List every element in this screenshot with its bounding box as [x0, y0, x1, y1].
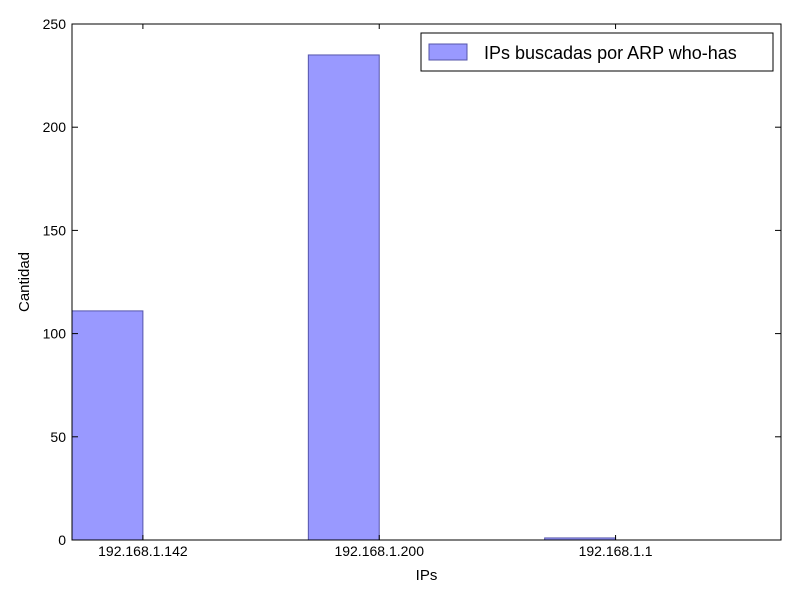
x-tick-label: 192.168.1.142	[98, 543, 188, 559]
plot-frame	[71, 23, 782, 541]
legend-swatch	[428, 43, 468, 61]
legend-label: IPs buscadas por ARP who-has	[484, 43, 737, 63]
y-tick-label: 200	[43, 119, 67, 135]
legend: IPs buscadas por ARP who-has	[420, 32, 774, 72]
x-tick-label: 192.168.1.1	[579, 543, 653, 559]
y-tick-label: 100	[43, 326, 67, 342]
y-axis-ticks: 0 50 100 150 200 250	[43, 16, 781, 548]
y-tick-label: 150	[43, 222, 67, 238]
x-tick-label: 192.168.1.200	[334, 543, 424, 559]
y-tick-label: 0	[58, 532, 66, 548]
bar-192.168.1.200	[307, 54, 380, 541]
x-axis-ticks: 192.168.1.142 192.168.1.200 192.168.1.1	[98, 24, 653, 559]
x-axis-label: IPs	[416, 567, 438, 584]
bars-group	[71, 54, 617, 541]
bar-192.168.1.142	[71, 310, 144, 541]
y-axis-label: Cantidad	[16, 252, 33, 312]
y-tick-label: 50	[50, 429, 66, 445]
y-tick-label: 250	[43, 16, 67, 32]
legend-box	[420, 32, 774, 72]
